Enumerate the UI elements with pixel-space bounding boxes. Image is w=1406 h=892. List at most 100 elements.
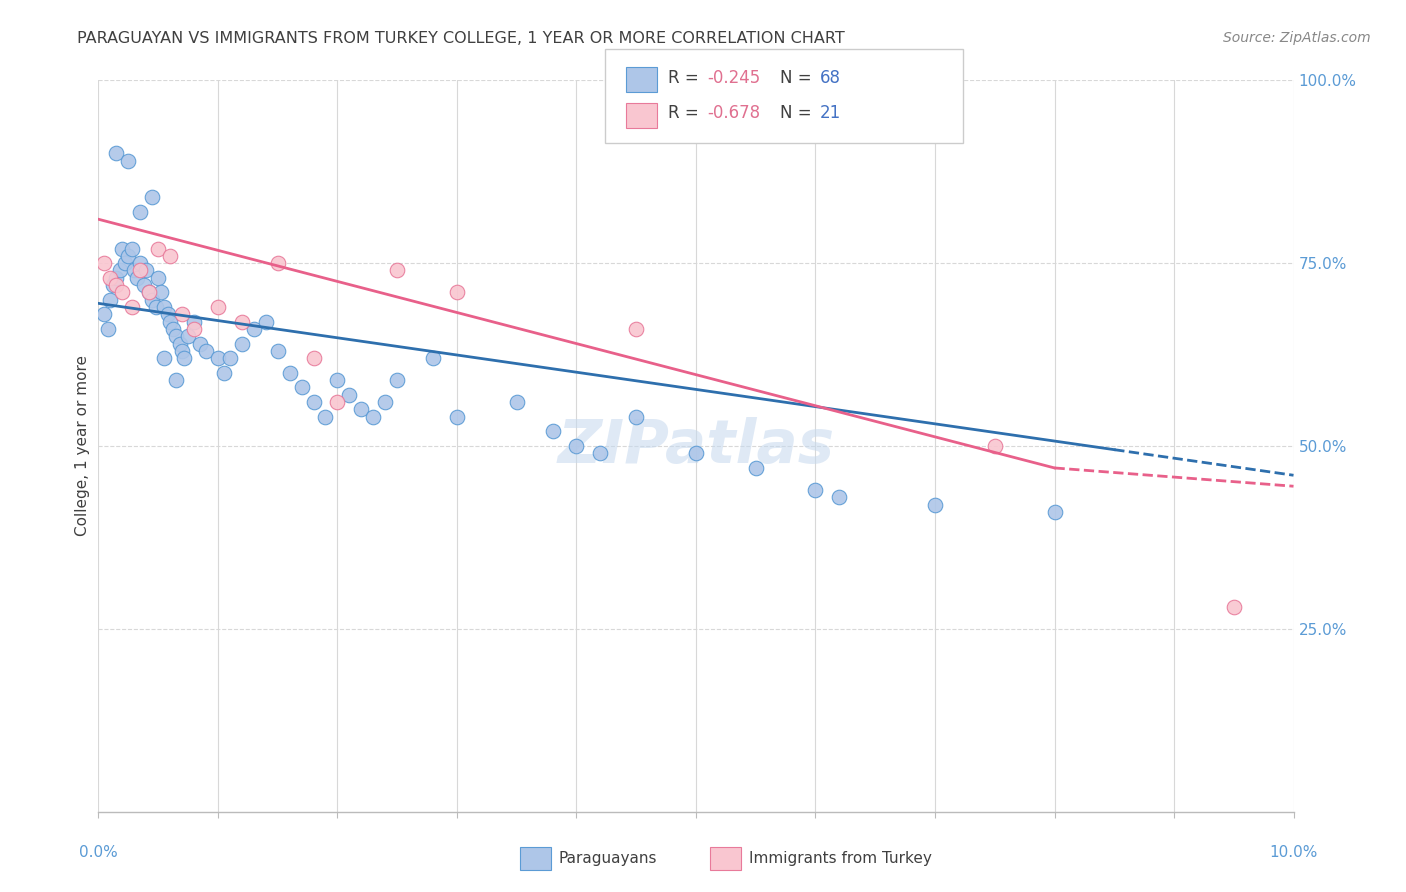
- Point: [117, 249, 139, 263]
- Point: [125, 270, 148, 285]
- Point: [541, 425, 564, 439]
- Point: [129, 263, 152, 277]
- Point: [1223, 599, 1246, 614]
- Point: [422, 351, 444, 366]
- Point: [183, 322, 205, 336]
- Point: [138, 285, 160, 300]
- Text: N =: N =: [780, 104, 817, 122]
- Text: Source: ZipAtlas.com: Source: ZipAtlas.com: [1223, 31, 1371, 45]
- Text: -0.678: -0.678: [707, 104, 761, 122]
- Point: [105, 146, 128, 161]
- Point: [278, 366, 301, 380]
- Point: [98, 270, 122, 285]
- Point: [165, 373, 187, 387]
- Y-axis label: College, 1 year or more: College, 1 year or more: [75, 356, 90, 536]
- Text: 68: 68: [820, 69, 841, 87]
- Point: [117, 153, 139, 168]
- Point: [326, 373, 349, 387]
- Point: [148, 242, 170, 256]
- Point: [121, 300, 143, 314]
- Point: [172, 343, 194, 358]
- Text: N =: N =: [780, 69, 817, 87]
- Point: [267, 256, 290, 270]
- Point: [231, 315, 253, 329]
- Point: [156, 307, 179, 321]
- Point: [111, 242, 134, 256]
- Point: [173, 351, 195, 366]
- Point: [159, 249, 181, 263]
- Point: [111, 285, 134, 300]
- Point: [326, 395, 349, 409]
- Point: [98, 293, 122, 307]
- Point: [446, 285, 468, 300]
- Point: [121, 242, 143, 256]
- Text: ZIPatlas: ZIPatlas: [557, 417, 835, 475]
- Point: [105, 278, 128, 293]
- Point: [374, 395, 396, 409]
- Point: [188, 336, 211, 351]
- Point: [93, 256, 115, 270]
- Point: [626, 409, 648, 424]
- Point: [291, 380, 314, 394]
- Point: [315, 409, 337, 424]
- Text: 0.0%: 0.0%: [79, 845, 118, 860]
- Point: [169, 336, 191, 351]
- Point: [267, 343, 290, 358]
- Point: [207, 300, 229, 314]
- Point: [101, 278, 124, 293]
- Point: [302, 351, 325, 366]
- Point: [626, 322, 648, 336]
- Point: [124, 263, 146, 277]
- Point: [924, 498, 946, 512]
- Point: [183, 315, 205, 329]
- Text: PARAGUAYAN VS IMMIGRANTS FROM TURKEY COLLEGE, 1 YEAR OR MORE CORRELATION CHART: PARAGUAYAN VS IMMIGRANTS FROM TURKEY COL…: [77, 31, 845, 46]
- Text: R =: R =: [668, 69, 704, 87]
- Point: [219, 351, 242, 366]
- Point: [243, 322, 266, 336]
- Text: -0.245: -0.245: [707, 69, 761, 87]
- Point: [212, 366, 235, 380]
- Point: [149, 285, 172, 300]
- Point: [93, 307, 115, 321]
- Point: [254, 315, 277, 329]
- Text: Immigrants from Turkey: Immigrants from Turkey: [749, 851, 932, 865]
- Point: [105, 270, 128, 285]
- Point: [129, 256, 152, 270]
- Point: [132, 278, 155, 293]
- Point: [506, 395, 529, 409]
- Point: [745, 461, 768, 475]
- Point: [108, 263, 131, 277]
- Point: [165, 329, 187, 343]
- Point: [195, 343, 218, 358]
- Point: [207, 351, 229, 366]
- Point: [129, 205, 152, 219]
- Text: 21: 21: [820, 104, 841, 122]
- Point: [97, 322, 120, 336]
- Point: [446, 409, 468, 424]
- Point: [385, 373, 409, 387]
- Text: R =: R =: [668, 104, 704, 122]
- Point: [231, 336, 253, 351]
- Point: [141, 293, 163, 307]
- Point: [339, 388, 361, 402]
- Point: [159, 315, 181, 329]
- Point: [135, 263, 157, 277]
- Point: [350, 402, 373, 417]
- Point: [138, 285, 160, 300]
- Point: [565, 439, 588, 453]
- Point: [385, 263, 409, 277]
- Point: [141, 190, 163, 204]
- Point: [145, 300, 167, 314]
- Point: [162, 322, 184, 336]
- Point: [828, 490, 851, 504]
- Text: 10.0%: 10.0%: [1270, 845, 1317, 860]
- Point: [172, 307, 194, 321]
- Point: [984, 439, 1007, 453]
- Point: [1043, 505, 1066, 519]
- Point: [685, 446, 707, 460]
- Point: [148, 270, 170, 285]
- Point: [302, 395, 325, 409]
- Text: Paraguayans: Paraguayans: [558, 851, 657, 865]
- Point: [804, 483, 827, 497]
- Point: [363, 409, 385, 424]
